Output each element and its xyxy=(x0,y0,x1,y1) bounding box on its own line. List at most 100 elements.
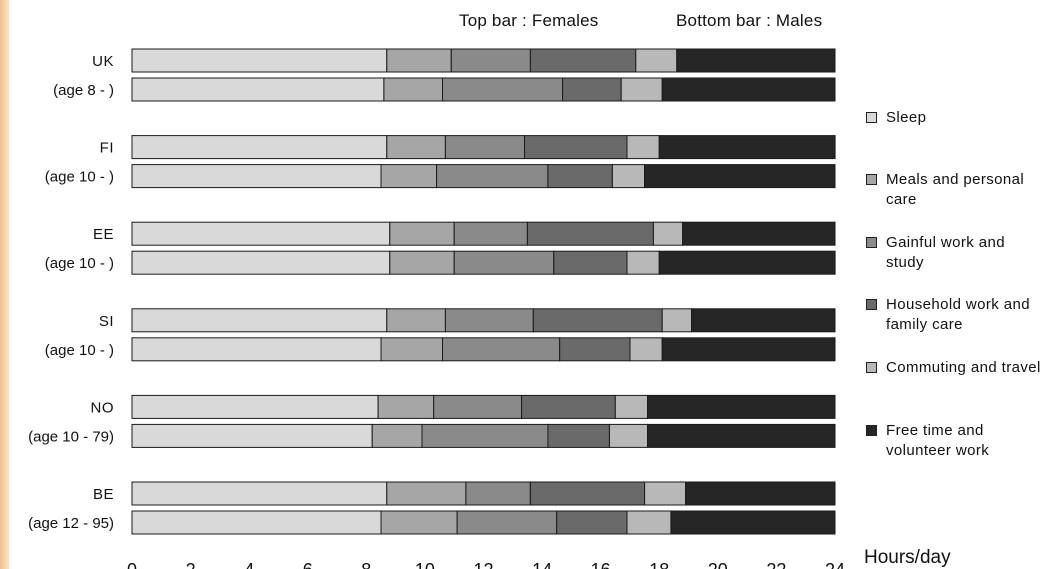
age-label-be: (age 12 - 95) xyxy=(28,515,114,532)
x-tick-label-6: 6 xyxy=(303,560,313,569)
bar-segment-no-females-commuting-and-travel xyxy=(614,394,648,419)
bar-segment-si-males-household-work-and-family-care xyxy=(559,337,631,362)
bar-segment-no-males-free-time-and-volunteer-work xyxy=(647,423,836,448)
bar-segment-si-males-sleep xyxy=(131,337,382,362)
bar-segment-be-males-household-work-and-family-care xyxy=(556,510,628,535)
bar-segment-si-females-free-time-and-volunteer-work xyxy=(691,308,836,333)
age-label-ee: (age 10 - ) xyxy=(45,255,114,272)
category-label-ee: EE xyxy=(93,226,114,243)
legend-label-meals: Meals and personal care xyxy=(886,171,1025,208)
legend-label-free-time: Free time and volunteer work xyxy=(886,422,990,459)
bar-segment-ee-females-household-work-and-family-care xyxy=(526,221,654,246)
bar-segment-ee-females-free-time-and-volunteer-work xyxy=(682,221,836,246)
category-label-no: NO xyxy=(91,399,115,416)
bar-segment-no-males-gainful-work-and-study xyxy=(421,423,549,448)
bar-segment-be-males-sleep xyxy=(131,510,382,535)
bar-segment-fi-females-commuting-and-travel xyxy=(626,135,660,160)
legend-swatch-commuting xyxy=(866,362,877,373)
bar-segment-uk-males-gainful-work-and-study xyxy=(442,77,564,102)
bar-segment-uk-females-household-work-and-family-care xyxy=(529,48,637,73)
x-tick-label-14: 14 xyxy=(532,560,552,569)
note-bottom-bar-males: Bottom bar : Males xyxy=(676,11,823,30)
bar-segment-uk-females-meals-and-personal-care xyxy=(386,48,452,73)
category-label-fi: FI xyxy=(100,140,114,157)
bar-segment-ee-males-sleep xyxy=(131,250,391,275)
bar-segment-uk-males-household-work-and-family-care xyxy=(562,77,622,102)
bar-segment-si-males-commuting-and-travel xyxy=(629,337,663,362)
bar-segment-ee-females-sleep xyxy=(131,221,391,246)
age-label-fi: (age 10 - ) xyxy=(45,169,114,186)
x-axis-title: Hours/day xyxy=(864,547,951,568)
bar-segment-be-females-commuting-and-travel xyxy=(644,481,687,506)
bar-segment-be-females-gainful-work-and-study xyxy=(465,481,531,506)
bar-segment-uk-males-sleep xyxy=(131,77,385,102)
category-label-si: SI xyxy=(99,313,114,330)
x-tick-label-22: 22 xyxy=(766,560,786,569)
legend-swatch-gainful-work xyxy=(866,237,877,248)
x-tick-label-18: 18 xyxy=(649,560,669,569)
legend-label-household-work: Household work and family care xyxy=(886,296,1030,333)
bar-segment-no-males-meals-and-personal-care xyxy=(371,423,423,448)
legend-label-commuting: Commuting and travel xyxy=(886,359,1041,376)
bar-segment-uk-males-commuting-and-travel xyxy=(620,77,663,102)
bar-segment-fi-females-meals-and-personal-care xyxy=(386,135,446,160)
category-label-be: BE xyxy=(93,486,114,503)
bar-segment-ee-females-meals-and-personal-care xyxy=(389,221,455,246)
x-tick-label-24: 24 xyxy=(825,560,845,569)
bar-segment-be-males-commuting-and-travel xyxy=(626,510,672,535)
bar-segment-no-females-free-time-and-volunteer-work xyxy=(647,394,836,419)
bar-segment-no-males-commuting-and-travel xyxy=(609,423,649,448)
bar-segment-ee-females-commuting-and-travel xyxy=(652,221,684,246)
bar-segment-si-females-sleep xyxy=(131,308,388,333)
legend-swatch-meals xyxy=(866,174,877,185)
bar-segment-uk-females-gainful-work-and-study xyxy=(450,48,531,73)
bar-segment-no-females-household-work-and-family-care xyxy=(521,394,616,419)
bar-segment-si-females-meals-and-personal-care xyxy=(386,308,446,333)
bar-segment-uk-males-free-time-and-volunteer-work xyxy=(661,77,836,102)
bar-segment-no-males-sleep xyxy=(131,423,373,448)
bar-segment-uk-females-sleep xyxy=(131,48,388,73)
bar-segment-si-males-meals-and-personal-care xyxy=(380,337,443,362)
bar-segment-be-females-meals-and-personal-care xyxy=(386,481,467,506)
age-label-no: (age 10 - 79) xyxy=(28,428,114,445)
bar-segment-si-males-free-time-and-volunteer-work xyxy=(661,337,836,362)
bar-segment-fi-males-meals-and-personal-care xyxy=(380,164,438,189)
x-tick-label-2: 2 xyxy=(186,560,196,569)
age-label-uk: (age 8 - ) xyxy=(53,82,114,99)
bar-segment-be-males-free-time-and-volunteer-work xyxy=(670,510,836,535)
age-label-si: (age 10 - ) xyxy=(45,342,114,359)
x-tick-label-0: 0 xyxy=(127,560,137,569)
bar-segment-si-females-household-work-and-family-care xyxy=(532,308,663,333)
bar-segment-fi-males-household-work-and-family-care xyxy=(547,164,613,189)
note-top-bar-females: Top bar : Females xyxy=(459,11,599,30)
bar-segment-be-males-meals-and-personal-care xyxy=(380,510,458,535)
bar-segment-si-females-gainful-work-and-study xyxy=(444,308,534,333)
bar-segment-no-males-household-work-and-family-care xyxy=(547,423,610,448)
bar-segment-no-females-gainful-work-and-study xyxy=(433,394,523,419)
x-tick-label-20: 20 xyxy=(708,560,728,569)
bar-segment-uk-females-free-time-and-volunteer-work xyxy=(676,48,836,73)
bar-segment-no-females-meals-and-personal-care xyxy=(377,394,435,419)
bar-segment-si-females-commuting-and-travel xyxy=(661,308,693,333)
bar-segment-fi-females-sleep xyxy=(131,135,388,160)
x-tick-label-16: 16 xyxy=(591,560,611,569)
x-tick-label-4: 4 xyxy=(244,560,254,569)
bar-segment-fi-females-household-work-and-family-care xyxy=(524,135,628,160)
x-tick-label-8: 8 xyxy=(361,560,371,569)
bar-segment-fi-females-gainful-work-and-study xyxy=(444,135,525,160)
bar-segment-be-females-free-time-and-volunteer-work xyxy=(685,481,836,506)
bar-segment-ee-males-household-work-and-family-care xyxy=(553,250,628,275)
bar-segment-fi-females-free-time-and-volunteer-work xyxy=(658,135,836,160)
bar-segment-fi-males-gainful-work-and-study xyxy=(436,164,549,189)
bar-segment-ee-males-commuting-and-travel xyxy=(626,250,660,275)
bar-segment-ee-males-gainful-work-and-study xyxy=(453,250,555,275)
bar-segment-uk-males-meals-and-personal-care xyxy=(383,77,443,102)
bar-segment-be-females-household-work-and-family-care xyxy=(529,481,646,506)
x-tick-label-10: 10 xyxy=(415,560,435,569)
bar-segment-si-males-gainful-work-and-study xyxy=(442,337,561,362)
legend-label-gainful-work: Gainful work and study xyxy=(886,234,1005,271)
legend-swatch-free-time xyxy=(866,425,877,436)
legend-swatch-sleep xyxy=(866,112,877,123)
bar-segment-fi-males-free-time-and-volunteer-work xyxy=(644,164,836,189)
x-tick-label-12: 12 xyxy=(473,560,493,569)
